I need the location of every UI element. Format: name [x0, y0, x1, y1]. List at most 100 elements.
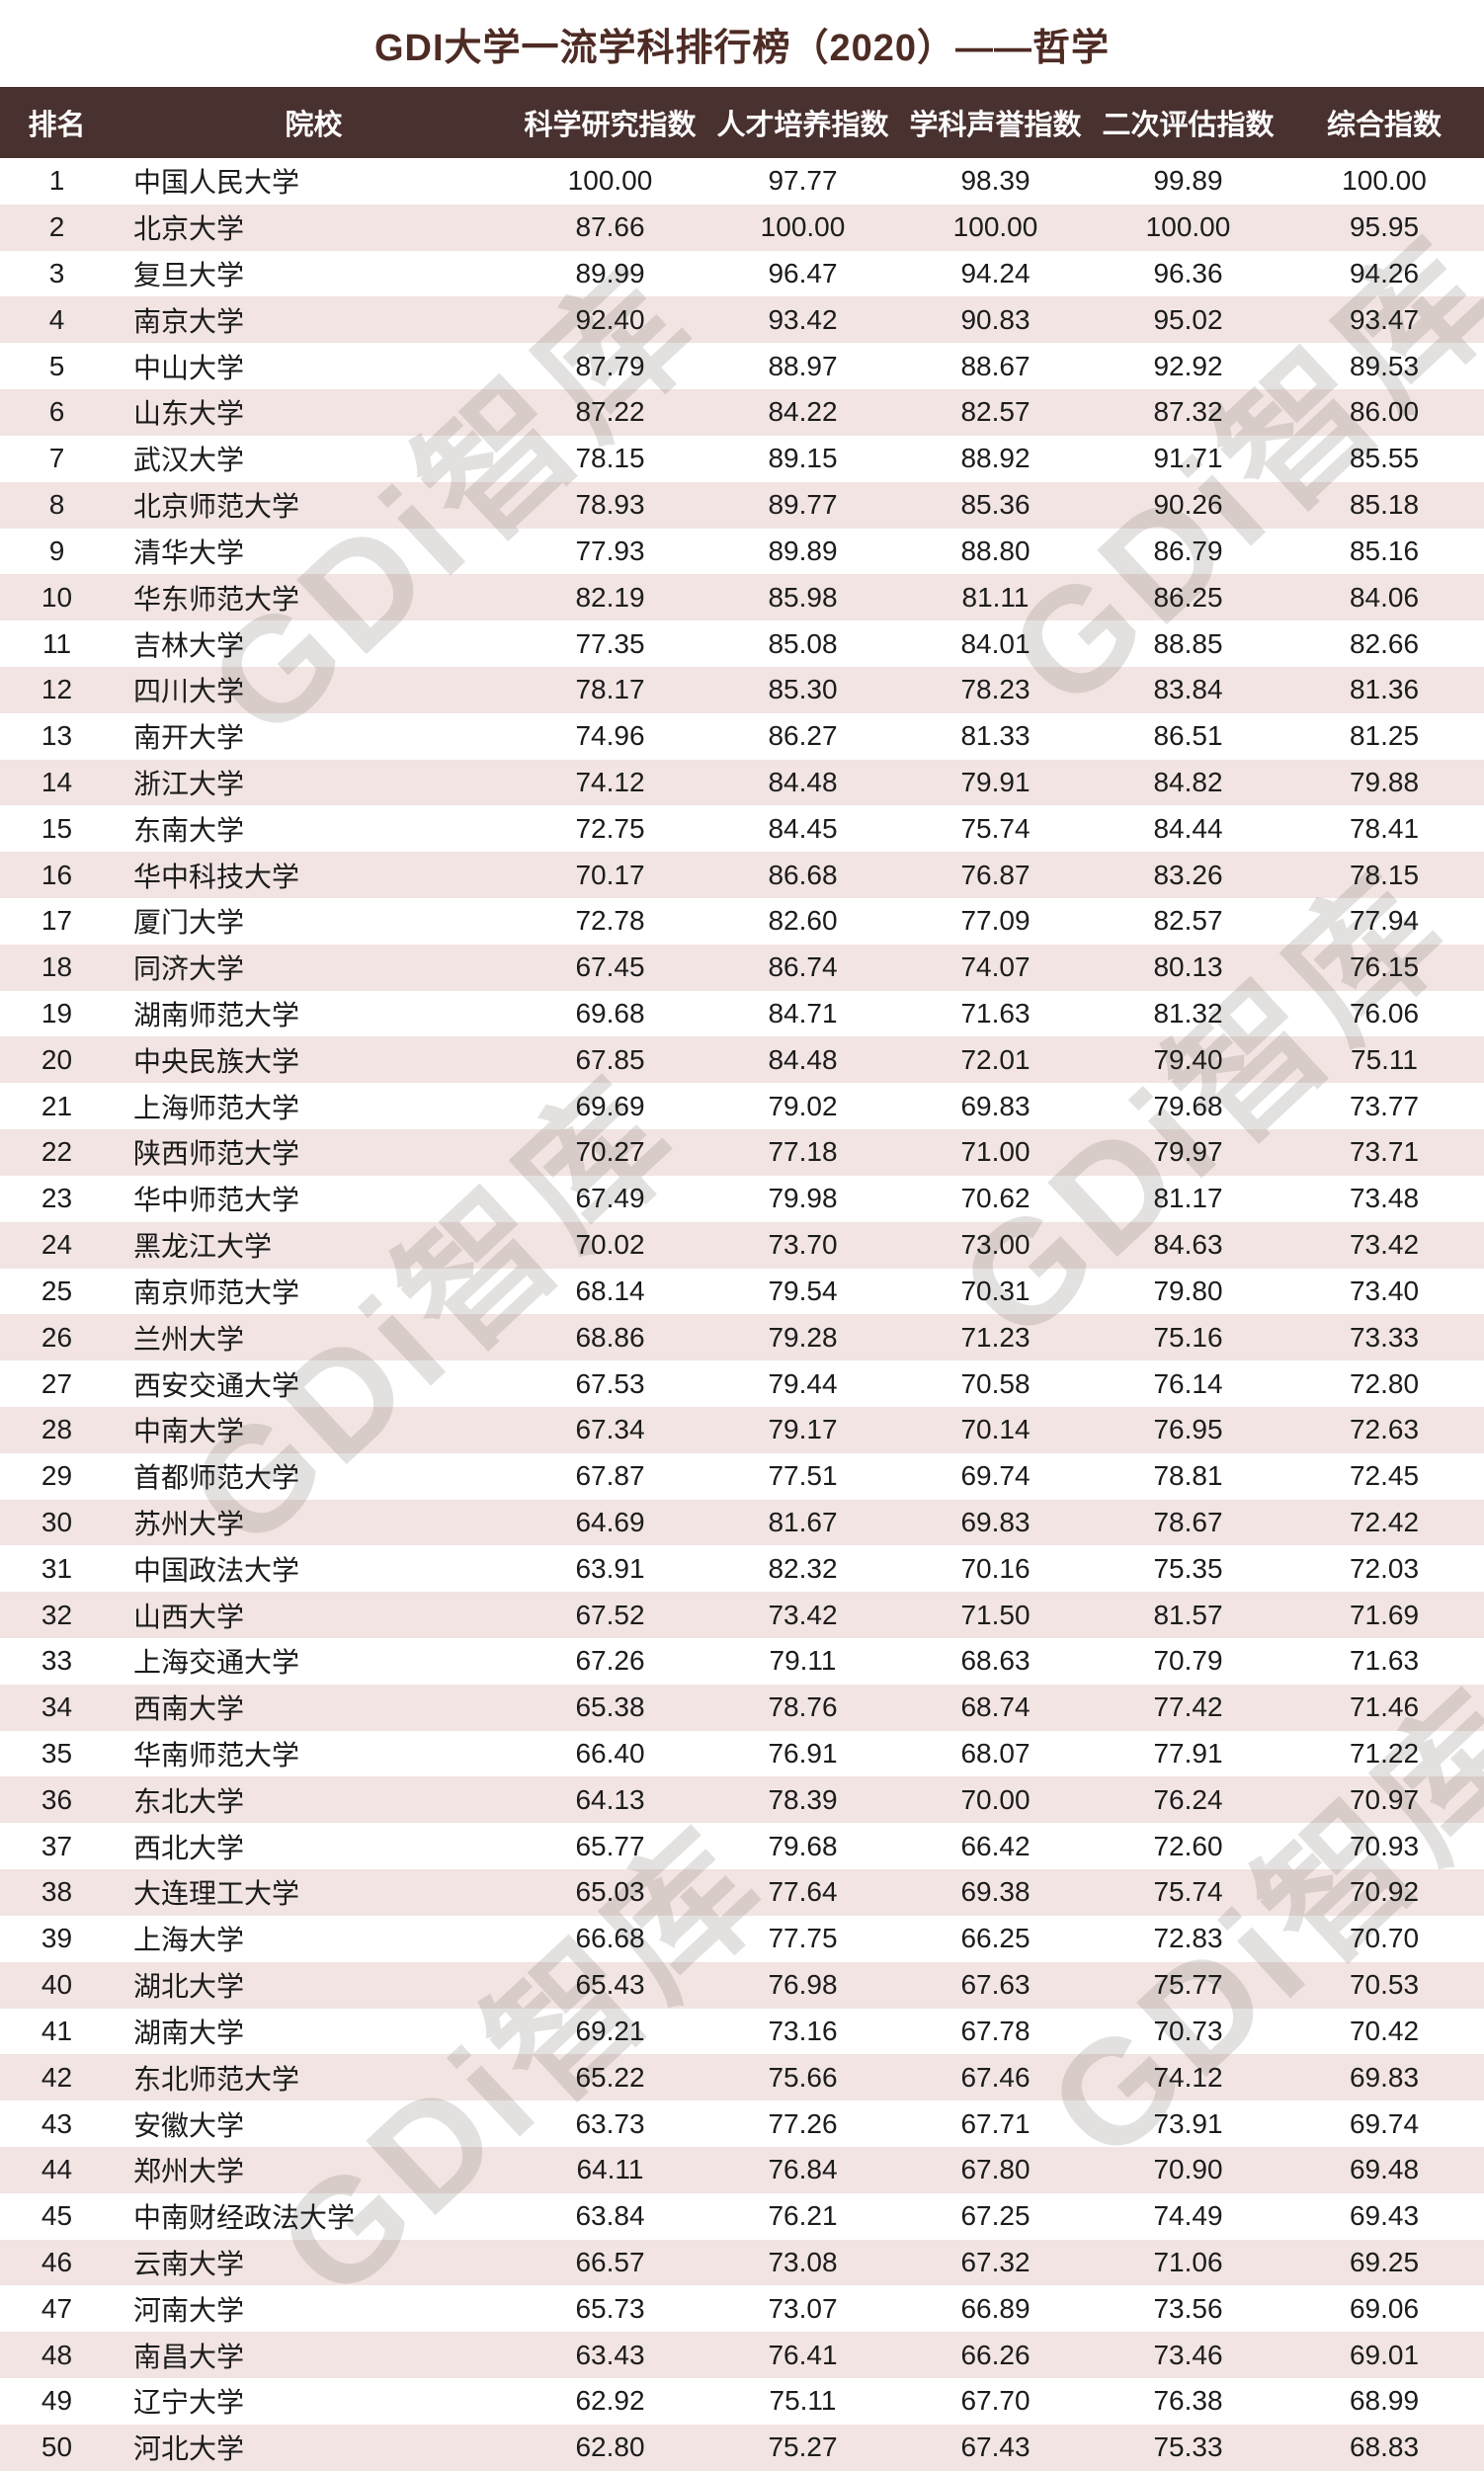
- table-row: 35 华南师范大学 66.40 76.91 68.07 77.91 71.22: [0, 1730, 1484, 1777]
- index-cell-secondary: 72.60: [1153, 1830, 1223, 1861]
- index-cell-talent: 86.68: [768, 859, 838, 890]
- rank-cell: 50: [41, 2431, 73, 2463]
- column-header-school: 院校: [285, 110, 343, 141]
- index-cell-talent: 79.44: [768, 1367, 838, 1399]
- index-cell-talent: 73.42: [768, 1599, 838, 1630]
- index-cell-talent: 85.98: [768, 581, 838, 613]
- index-cell-research: 66.40: [575, 1738, 645, 1770]
- table-row: 44 郑州大学 64.11 76.84 67.80 70.90 69.48: [0, 2146, 1484, 2193]
- index-cell-composite: 72.63: [1349, 1414, 1420, 1445]
- index-cell-research: 78.15: [575, 443, 645, 474]
- school-cell: 武汉大学: [133, 445, 245, 476]
- rank-cell: 10: [41, 581, 73, 613]
- school-cell: 大连理工大学: [133, 1878, 300, 1910]
- table-row: 38 大连理工大学 65.03 77.64 69.38 75.74 70.92: [0, 1869, 1484, 1916]
- rank-cell: 2: [48, 211, 65, 243]
- table-row: 10 华东师范大学 82.19 85.98 81.11 86.25 84.06: [0, 574, 1484, 621]
- index-cell-secondary: 84.44: [1153, 812, 1223, 844]
- rank-cell: 24: [41, 1229, 73, 1261]
- table-row: 46 云南大学 66.57 73.08 67.32 71.06 69.25: [0, 2239, 1484, 2286]
- index-cell-secondary: 78.67: [1153, 1506, 1223, 1537]
- rank-cell: 35: [41, 1738, 73, 1770]
- index-cell-composite: 71.22: [1349, 1738, 1420, 1770]
- index-cell-composite: 76.15: [1349, 951, 1420, 983]
- school-cell: 中南大学: [133, 1416, 245, 1447]
- table-row: 3 复旦大学 89.99 96.47 94.24 96.36 94.26: [0, 250, 1484, 297]
- index-cell-talent: 76.91: [768, 1738, 838, 1770]
- index-cell-secondary: 84.82: [1153, 766, 1223, 797]
- index-cell-secondary: 78.81: [1153, 1460, 1223, 1492]
- index-cell-research: 69.68: [575, 998, 645, 1030]
- index-cell-research: 70.27: [575, 1136, 645, 1168]
- school-cell: 清华大学: [133, 536, 245, 568]
- index-cell-research: 70.17: [575, 859, 645, 890]
- index-cell-reputation: 67.43: [960, 2431, 1031, 2463]
- index-cell-talent: 82.60: [768, 905, 838, 937]
- index-cell-composite: 72.80: [1349, 1367, 1420, 1399]
- index-cell-reputation: 70.62: [960, 1183, 1031, 1214]
- table-row: 32 山西大学 67.52 73.42 71.50 81.57 71.69: [0, 1592, 1484, 1638]
- index-cell-research: 69.21: [575, 2015, 645, 2046]
- index-cell-composite: 85.55: [1349, 443, 1420, 474]
- rank-cell: 11: [41, 627, 72, 659]
- index-cell-talent: 85.08: [768, 627, 838, 659]
- rank-cell: 42: [41, 2061, 73, 2093]
- index-cell-talent: 93.42: [768, 303, 838, 335]
- index-cell-composite: 85.16: [1349, 535, 1420, 566]
- table-row: 16 华中科技大学 70.17 86.68 76.87 83.26 78.15: [0, 852, 1484, 898]
- index-cell-composite: 70.92: [1349, 1876, 1420, 1908]
- rank-cell: 27: [41, 1367, 73, 1399]
- table-row: 33 上海交通大学 67.26 79.11 68.63 70.79 71.63: [0, 1638, 1484, 1685]
- rank-cell: 36: [41, 1783, 73, 1815]
- index-cell-talent: 79.98: [768, 1183, 838, 1214]
- index-cell-secondary: 76.24: [1153, 1783, 1223, 1815]
- index-cell-secondary: 76.38: [1153, 2385, 1223, 2417]
- index-cell-talent: 77.51: [768, 1460, 838, 1492]
- rank-cell: 5: [48, 350, 65, 381]
- table-row: 21 上海师范大学 69.69 79.02 69.83 79.68 73.77: [0, 1083, 1484, 1130]
- index-cell-reputation: 70.16: [960, 1552, 1031, 1584]
- index-cell-composite: 75.11: [1351, 1043, 1418, 1075]
- index-cell-reputation: 88.92: [960, 443, 1031, 474]
- index-cell-talent: 75.66: [768, 2061, 838, 2093]
- index-cell-reputation: 72.01: [960, 1043, 1031, 1075]
- school-cell: 云南大学: [133, 2248, 245, 2279]
- index-cell-research: 72.75: [575, 812, 645, 844]
- table-row: 43 安徽大学 63.73 77.26 67.71 73.91 69.74: [0, 2100, 1484, 2147]
- index-cell-talent: 76.84: [768, 2154, 838, 2185]
- rank-cell: 22: [41, 1136, 73, 1168]
- index-cell-research: 65.73: [575, 2292, 645, 2324]
- school-cell: 中国人民大学: [133, 167, 300, 199]
- index-cell-talent: 86.74: [768, 951, 838, 983]
- index-cell-composite: 81.25: [1349, 720, 1420, 752]
- rank-cell: 30: [41, 1506, 73, 1537]
- title-bar: GDI大学一流学科排行榜（2020）——哲学: [0, 0, 1484, 87]
- index-cell-secondary: 86.79: [1153, 535, 1223, 566]
- index-cell-secondary: 75.77: [1153, 1969, 1223, 2001]
- index-cell-secondary: 76.95: [1153, 1414, 1223, 1445]
- index-cell-composite: 73.40: [1349, 1275, 1420, 1306]
- index-cell-secondary: 73.46: [1153, 2339, 1223, 2370]
- index-cell-reputation: 100.00: [952, 211, 1038, 243]
- index-cell-reputation: 66.42: [960, 1830, 1031, 1861]
- rank-cell: 19: [41, 998, 73, 1030]
- table-row: 50 河北大学 62.80 75.27 67.43 75.33 68.83: [0, 2424, 1484, 2471]
- rank-cell: 46: [41, 2246, 73, 2277]
- index-cell-talent: 77.26: [768, 2107, 838, 2139]
- school-cell: 华中科技大学: [133, 861, 300, 892]
- index-cell-talent: 78.76: [768, 1691, 838, 1723]
- index-cell-composite: 70.97: [1349, 1783, 1420, 1815]
- index-cell-reputation: 77.09: [960, 905, 1031, 937]
- school-cell: 安徽大学: [133, 2109, 245, 2141]
- index-cell-talent: 76.41: [768, 2339, 838, 2370]
- index-cell-secondary: 70.73: [1153, 2015, 1223, 2046]
- table-row: 36 东北大学 64.13 78.39 70.00 76.24 70.97: [0, 1776, 1484, 1824]
- index-cell-composite: 69.06: [1349, 2292, 1420, 2324]
- school-cell: 河南大学: [133, 2294, 245, 2326]
- rank-cell: 7: [48, 443, 65, 474]
- rank-cell: 4: [48, 303, 65, 335]
- index-cell-composite: 69.74: [1349, 2107, 1420, 2139]
- index-cell-reputation: 85.36: [960, 489, 1031, 521]
- index-cell-reputation: 74.07: [960, 951, 1031, 983]
- page-title: GDI大学一流学科排行榜（2020）——哲学: [373, 27, 1111, 69]
